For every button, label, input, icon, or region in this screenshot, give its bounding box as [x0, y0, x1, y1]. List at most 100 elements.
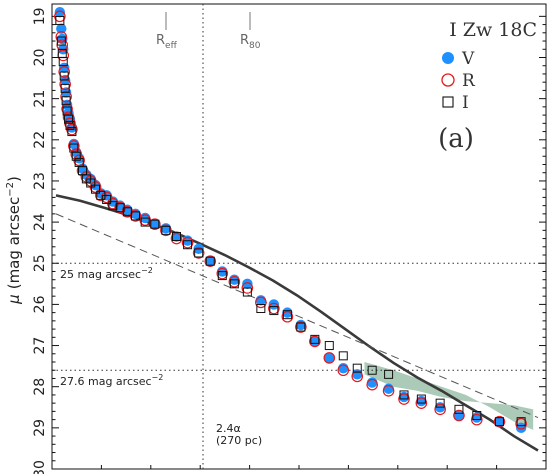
chart-title: I Zw 18C	[449, 19, 537, 41]
i-point	[108, 201, 118, 211]
hline-27p6-label: 27.6 mag arcsec−2	[60, 373, 163, 388]
r-point	[58, 66, 70, 78]
y-tick-label: 23	[32, 172, 48, 190]
r-point	[295, 321, 307, 333]
r-point	[54, 10, 66, 23]
i-point	[256, 304, 266, 314]
y-tick-label: 25	[32, 254, 48, 272]
y-tick-label: 20	[32, 49, 48, 67]
i-point	[61, 96, 71, 106]
r-point	[515, 417, 527, 430]
y-tick-label: 21	[32, 90, 48, 108]
i-point	[242, 287, 252, 297]
v-point	[149, 218, 161, 230]
i-point	[384, 369, 394, 379]
r-point	[453, 409, 465, 422]
i-point	[494, 417, 504, 427]
r-point	[192, 247, 205, 259]
i-point	[454, 404, 464, 414]
r-point	[309, 335, 321, 348]
r-point	[61, 103, 73, 115]
dashed-model-line	[55, 213, 539, 419]
legend-label-r: R	[462, 71, 476, 91]
i-point	[140, 217, 150, 227]
legend-label-i: I	[462, 93, 469, 113]
y-tick-label: 29	[32, 419, 48, 437]
v-point	[324, 352, 335, 364]
i-point	[91, 184, 101, 194]
v-point	[242, 278, 253, 290]
r-point	[415, 397, 428, 409]
y-tick-label: 24	[32, 213, 48, 231]
i-point	[59, 71, 69, 81]
y-tick-label: 28	[32, 378, 48, 396]
i-point	[86, 178, 96, 188]
reff-label: Reff	[156, 33, 178, 51]
r-point	[70, 148, 83, 160]
i-point	[352, 363, 362, 373]
i-point	[172, 232, 181, 241]
r-point	[181, 236, 194, 249]
r-point	[241, 282, 254, 294]
r-point	[55, 31, 68, 43]
r-point	[382, 385, 395, 397]
i-point	[435, 398, 445, 408]
i-point	[150, 219, 160, 229]
legend-marker-r	[441, 73, 455, 87]
plot-area	[51, 3, 547, 470]
i-point	[64, 114, 74, 124]
panel-label: (a)	[438, 124, 474, 154]
r-point	[470, 413, 483, 426]
i-point	[269, 306, 279, 316]
i-point	[472, 411, 482, 421]
i-point	[416, 394, 426, 404]
i-point	[71, 151, 81, 161]
v-point	[282, 307, 293, 318]
r-point	[62, 111, 75, 123]
i-point	[324, 341, 334, 351]
y-tick-label: 27	[32, 337, 48, 355]
r80-label: R80	[240, 33, 261, 51]
data-points-layer	[54, 7, 527, 434]
v-point	[494, 416, 505, 427]
v-point	[309, 336, 321, 347]
r-point	[60, 90, 72, 103]
vline-label-2: (270 pc)	[216, 434, 262, 447]
r-point	[100, 191, 113, 204]
i-point	[183, 240, 193, 250]
y-tick-label: 30	[32, 460, 48, 474]
legend: V R I	[441, 49, 476, 113]
i-point	[338, 351, 348, 361]
i-point	[56, 36, 66, 46]
r-point	[228, 275, 241, 288]
i-point	[217, 271, 227, 281]
i-point	[131, 211, 141, 221]
hline-25-label: 25 mag arcsec−2	[60, 266, 153, 281]
i-point	[60, 83, 70, 93]
v-point	[205, 255, 216, 267]
i-point	[161, 225, 171, 235]
r-point	[337, 364, 350, 377]
i-point	[399, 390, 409, 400]
i-point	[296, 322, 306, 332]
i-point	[367, 365, 377, 375]
r-point	[59, 78, 71, 91]
i-point	[55, 15, 65, 25]
r-point	[170, 232, 183, 245]
reference-lines-layer	[52, 4, 546, 469]
i-point	[205, 256, 215, 266]
v-point	[56, 23, 67, 34]
i-point	[229, 279, 239, 289]
i-point	[102, 194, 112, 204]
i-point	[310, 334, 320, 344]
y-tick-label: 22	[32, 131, 48, 149]
legend-marker-v	[442, 52, 454, 64]
r-point	[216, 267, 229, 280]
r-point	[493, 415, 506, 428]
y-tick-label: 26	[32, 295, 48, 313]
i-point	[194, 248, 204, 258]
legend-marker-i	[442, 96, 454, 108]
r-point	[281, 310, 294, 323]
r-point	[434, 403, 446, 416]
